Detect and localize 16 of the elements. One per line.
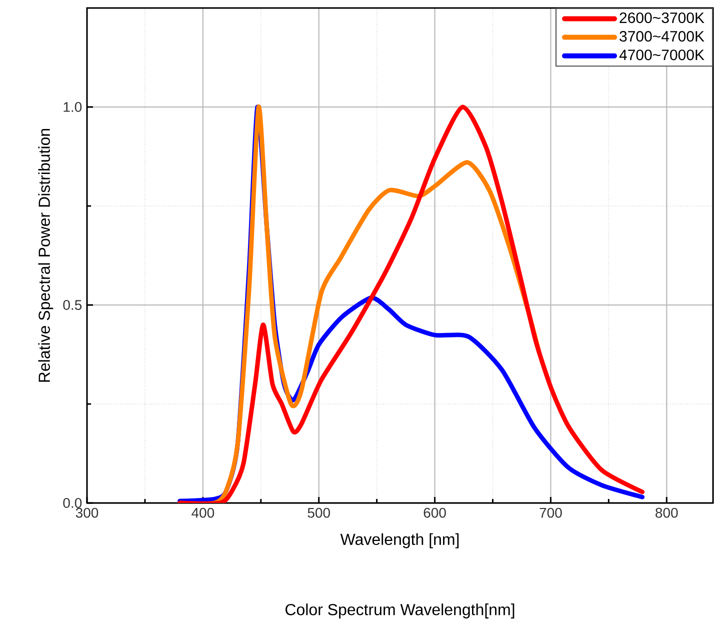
- legend-label: 3700~4700K: [620, 31, 704, 42]
- x-tick-label: 300: [76, 508, 98, 518]
- x-axis-title: Wavelength [nm]: [340, 533, 459, 548]
- text: Color Spectrum Wavelength[nm]: [286, 604, 514, 618]
- y-tick-label: 0.0: [63, 498, 82, 508]
- x-tick-label: 600: [424, 508, 446, 518]
- line-series: [178, 104, 645, 503]
- legend-label: 2600~3700K: [620, 12, 704, 24]
- x-tick-label: 400: [192, 508, 214, 518]
- x-tick-label: 800: [656, 508, 678, 518]
- y-tick-label: 0.5: [63, 300, 82, 310]
- y-axis-title: Relative Spectral Power Distribution: [38, 128, 54, 382]
- y-tick-label: 1.0: [64, 102, 82, 112]
- x-tick-label: 500: [308, 508, 330, 518]
- x-tick-label: 700: [540, 508, 562, 518]
- legend-label: 4700~7000K: [619, 50, 704, 60]
